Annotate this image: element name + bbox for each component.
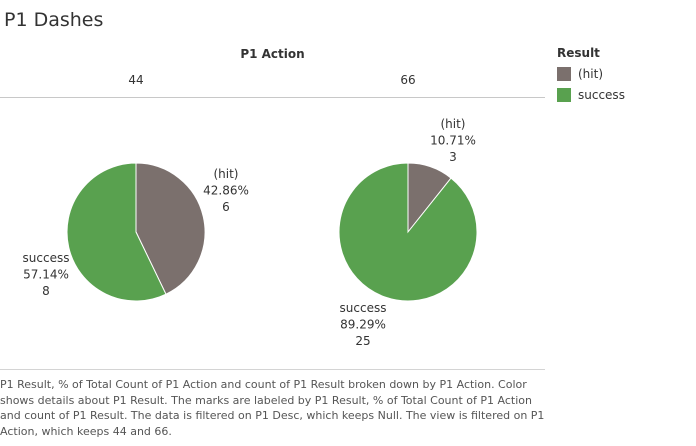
slice-label-44-hit: (hit) 42.86% 6 [203, 167, 249, 214]
legend-swatch-hit [557, 66, 571, 81]
legend-title: Result [557, 46, 600, 60]
header-divider [0, 97, 545, 98]
pie-chart-area: (hit) 42.86% 6 success 57.14% 8 (hit) 10.71% 3 su… [23, 117, 478, 348]
page-title: P1 Dashes [4, 9, 104, 31]
legend-swatch-success [557, 87, 571, 102]
color-legend: Result (hit) success [557, 46, 625, 105]
slice-label-66-success: success 89.29% 25 [340, 301, 387, 348]
slice-label-66-hit: (hit) 10.71% 3 [430, 117, 476, 164]
pie-slice-44-hit[interactable] [135, 162, 206, 295]
legend-item-hit[interactable]: (hit) [557, 63, 625, 84]
legend-item-success[interactable]: success [557, 84, 625, 105]
legend-label-hit: (hit) [578, 66, 604, 81]
pie-slice-44-success[interactable] [66, 162, 167, 302]
chart-caption: P1 Result, % of Total Count of P1 Action… [0, 378, 545, 438]
legend-label-success: success [578, 87, 625, 102]
pie-slice-66-success[interactable] [338, 162, 478, 302]
column-header-title: P1 Action [240, 47, 305, 61]
column-header-44: 44 [128, 73, 144, 87]
caption-divider [0, 369, 545, 370]
slice-label-44-success: success 57.14% 8 [23, 251, 70, 298]
column-header-66: 66 [400, 73, 416, 87]
